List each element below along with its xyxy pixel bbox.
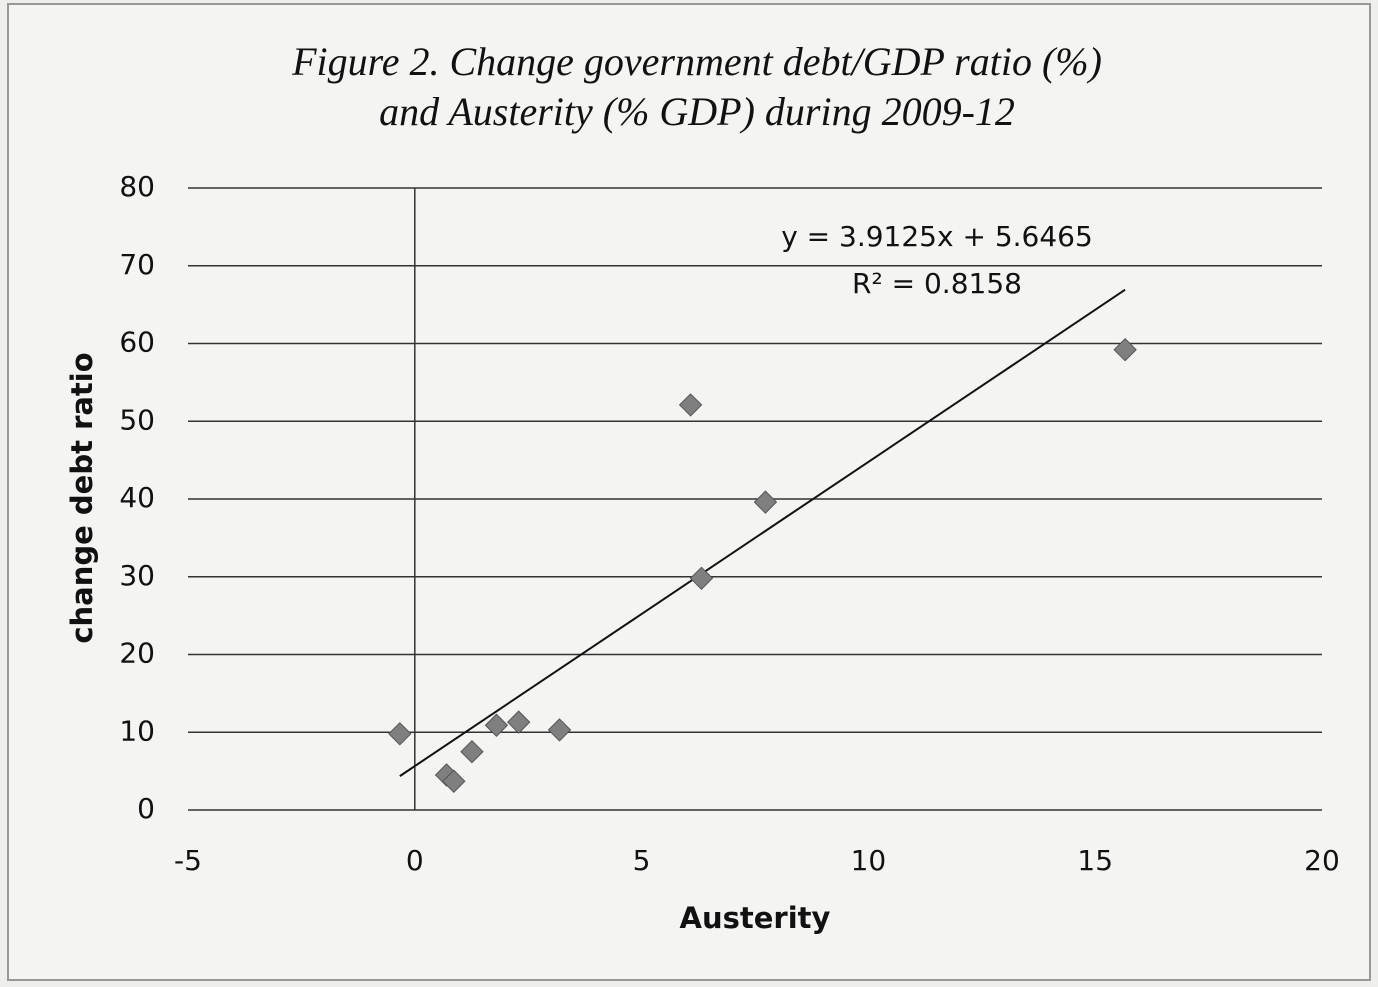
y-tick-label: 80 [119, 170, 155, 203]
y-tick-label: 0 [137, 792, 155, 825]
x-tick-label: 15 [1077, 844, 1113, 877]
point [388, 722, 412, 746]
point [547, 718, 572, 742]
y-tick-label: 10 [119, 714, 155, 747]
point [460, 739, 484, 764]
chart-title: Figure 2. Change government debt/GDP rat… [291, 39, 1102, 84]
y-tick-label: 30 [119, 559, 155, 592]
x-axis-title: Austerity [680, 901, 831, 935]
y-tick-label: 40 [119, 481, 155, 514]
y-tick-label: 70 [119, 248, 155, 281]
y-tick-label: 60 [119, 326, 155, 359]
trendline [399, 288, 1126, 777]
x-tick-label: 10 [851, 844, 887, 877]
x-tick-label: 0 [406, 844, 424, 877]
x-tick-label: 5 [633, 844, 651, 877]
point [442, 769, 466, 793]
point [678, 393, 703, 417]
trendline-equation: y = 3.9125x + 5.6465 [781, 220, 1093, 253]
y-tick-label: 50 [119, 403, 155, 436]
y-tick-label: 20 [119, 637, 155, 670]
trendline-r2: R² = 0.8158 [852, 267, 1022, 300]
x-tick-label: 20 [1304, 844, 1340, 877]
point [753, 490, 778, 514]
y-axis-title: change debt ratio [65, 352, 99, 643]
x-tick-label: -5 [174, 844, 202, 877]
chart-frame [7, 3, 1371, 981]
point [506, 710, 531, 734]
point [689, 566, 714, 591]
point [1113, 338, 1137, 362]
chart-title: and Austerity (% GDP) during 2009-12 [379, 89, 1015, 134]
point [484, 713, 509, 737]
